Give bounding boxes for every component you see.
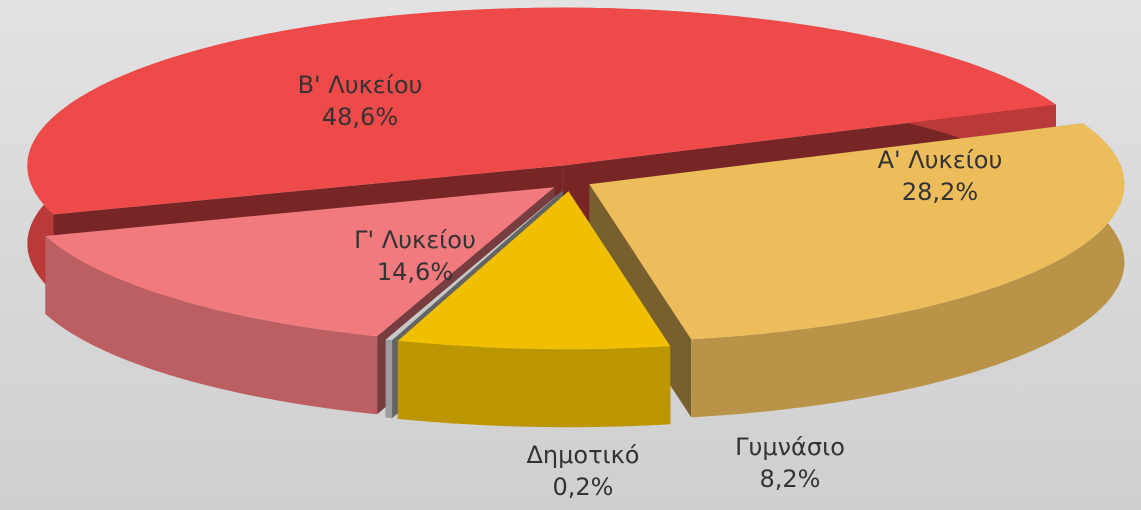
slice-outer-side xyxy=(45,236,378,415)
slice-outer-side xyxy=(397,340,671,428)
slice-value-label: 48,6% xyxy=(322,103,398,131)
slice-label: Γ' Λυκείου xyxy=(354,226,476,254)
slice xyxy=(397,191,671,350)
slice-outer-side xyxy=(691,123,1125,418)
slice-value-label: 0,2% xyxy=(553,473,614,501)
slice xyxy=(27,7,1056,215)
slice-label: Γυμνάσιο xyxy=(735,433,845,461)
slice xyxy=(589,123,1125,340)
labels: Β' Λυκείου 48,6% Α' Λυκείου 28,2% Γυμνάσιο 8,… xyxy=(298,71,1003,501)
slice-outer-side xyxy=(385,339,393,419)
tops xyxy=(27,7,1125,350)
slice xyxy=(385,190,563,341)
slice-label: Α' Λυκείου xyxy=(878,146,1003,174)
slice-value-label: 14,6% xyxy=(377,258,453,286)
slice-label: Β' Λυκείου xyxy=(298,71,423,99)
slice xyxy=(45,187,555,337)
slice-value-label: 28,2% xyxy=(902,178,978,206)
slice-label: Δημοτικό xyxy=(527,441,640,469)
slice-value-label: 8,2% xyxy=(760,465,821,493)
